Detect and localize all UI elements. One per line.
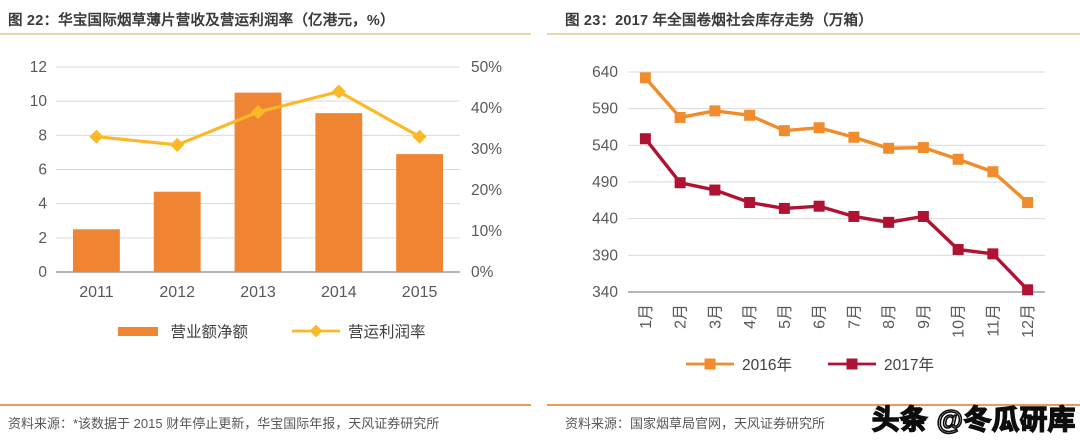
svg-text:8: 8: [38, 127, 47, 144]
figure-22-title: 图 22：华宝国际烟草薄片营收及营运利润率（亿港元，%）: [8, 13, 395, 29]
legend-label: 2016年: [742, 357, 792, 374]
svg-text:8月: 8月: [881, 304, 898, 329]
svg-text:2014: 2014: [321, 284, 357, 301]
svg-text:2013: 2013: [240, 284, 276, 301]
svg-text:6: 6: [38, 162, 47, 179]
svg-text:2月: 2月: [673, 304, 690, 329]
svg-text:2012: 2012: [159, 284, 195, 301]
svg-text:0%: 0%: [471, 264, 494, 281]
diamond-swatch-icon: [292, 324, 340, 338]
svg-text:7月: 7月: [846, 304, 863, 329]
svg-text:590: 590: [592, 101, 618, 118]
figure-22-source: 资料来源：*该数据于 2015 财年停止更新，华宝国际年报，天风证券研究所: [8, 416, 440, 431]
figure-23-source-rule: [547, 404, 1080, 406]
svg-text:540: 540: [592, 137, 618, 154]
legend-item-营业额净额: 营业额净额: [114, 320, 248, 342]
svg-text:10: 10: [30, 93, 48, 110]
svg-text:640: 640: [592, 64, 618, 81]
svg-text:50%: 50%: [471, 59, 502, 76]
svg-text:2: 2: [38, 230, 47, 247]
toutiao-watermark: 头条 @冬瓜研库: [871, 404, 1076, 436]
svg-text:1月: 1月: [638, 304, 655, 329]
svg-text:10月: 10月: [951, 304, 968, 338]
square-swatch-icon: [828, 358, 876, 370]
svg-text:6月: 6月: [812, 304, 829, 329]
svg-text:11月: 11月: [985, 304, 1002, 337]
legend-item-2017年: 2017年: [828, 353, 934, 375]
svg-text:0: 0: [38, 264, 47, 281]
svg-text:30%: 30%: [471, 141, 502, 158]
square-swatch-icon: [686, 358, 735, 370]
svg-text:4: 4: [38, 196, 47, 213]
svg-text:10%: 10%: [471, 223, 502, 240]
svg-text:4月: 4月: [742, 304, 759, 329]
svg-text:9月: 9月: [916, 304, 933, 329]
legend-label: 2017年: [884, 357, 934, 374]
figure-22-title-rule: [0, 33, 531, 35]
figure-22-source-rule: [0, 404, 531, 406]
figure-23-title-rule: [547, 33, 1080, 35]
figure-22-combo-chart: 0 2 4 6 8 10 12 0% 10% 20% 30% 40% 50% 2011 2012 2013 20…: [30, 59, 502, 301]
figure-23-source: 资料来源：国家烟草局官网，天风证券研究所: [565, 416, 826, 431]
svg-text:20%: 20%: [471, 182, 502, 199]
legend-label: 营业额净额: [170, 324, 248, 341]
legend-label: 营运利润率: [348, 324, 426, 341]
svg-text:2011: 2011: [79, 284, 114, 301]
svg-text:440: 440: [592, 211, 618, 228]
figure-23-line-chart: 340 390 440 490 540 590 640 1月 2月 3月 4月 5月 6月 7月 8月 9月 1…: [592, 64, 1045, 338]
legend-item-2016年: 2016年: [686, 353, 792, 375]
svg-text:2015: 2015: [402, 284, 438, 301]
svg-text:390: 390: [592, 247, 618, 264]
svg-text:40%: 40%: [471, 100, 502, 117]
svg-text:3月: 3月: [707, 304, 724, 329]
figure-23-legend: 2016年 2017年: [550, 353, 1070, 375]
figure-23-title: 图 23：2017 年全国卷烟社会库存走势（万箱）: [565, 13, 873, 29]
svg-text:5月: 5月: [777, 304, 794, 329]
figure-22-legend: 营业额净额 营运利润率: [10, 320, 530, 342]
svg-text:490: 490: [592, 174, 618, 191]
svg-text:340: 340: [592, 284, 618, 301]
legend-item-营运利润率: 营运利润率: [292, 320, 426, 342]
svg-text:12: 12: [30, 59, 47, 76]
svg-text:12月: 12月: [1020, 304, 1037, 338]
bar-swatch-icon: [118, 327, 159, 336]
